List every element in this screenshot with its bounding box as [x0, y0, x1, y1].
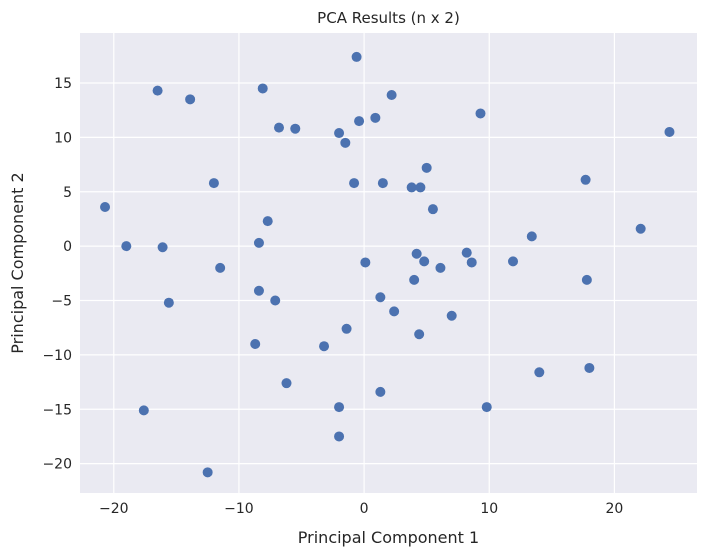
chart-title: PCA Results (n x 2)	[317, 9, 460, 27]
plot-background	[80, 33, 697, 493]
data-point	[281, 378, 292, 389]
x-tick-label: −10	[224, 501, 254, 517]
data-point	[421, 162, 432, 173]
x-tick-label: 0	[360, 501, 369, 517]
x-tick-label: 10	[480, 501, 498, 517]
data-point	[152, 85, 163, 96]
y-tick-label: 5	[63, 185, 72, 201]
data-point	[526, 231, 537, 242]
data-point	[475, 108, 486, 119]
data-point	[580, 174, 591, 185]
data-point	[273, 122, 284, 133]
data-point	[461, 247, 472, 258]
data-point	[360, 257, 371, 268]
data-point	[215, 262, 226, 273]
data-point	[138, 405, 149, 416]
data-point	[185, 94, 196, 105]
data-point	[435, 262, 446, 273]
x-tick-label: −20	[99, 501, 129, 517]
data-point	[427, 204, 438, 215]
data-point	[664, 126, 675, 137]
x-tick-label: 20	[605, 501, 623, 517]
x-tick-labels: −20 −10 0 10 20	[99, 501, 623, 517]
data-point	[340, 137, 351, 148]
data-point	[409, 274, 420, 285]
data-point	[414, 329, 425, 340]
data-point	[446, 310, 457, 321]
data-point	[250, 339, 261, 350]
data-point	[202, 467, 213, 478]
x-axis-label: Principal Component 1	[298, 528, 479, 547]
data-point	[253, 285, 264, 296]
scatter-points	[100, 51, 675, 478]
data-point	[208, 178, 219, 189]
data-point	[581, 274, 592, 285]
data-point	[370, 112, 381, 123]
data-point	[351, 51, 362, 62]
data-point	[386, 89, 397, 100]
data-point	[270, 295, 281, 306]
data-point	[406, 182, 417, 193]
data-point	[262, 216, 273, 227]
data-point	[419, 256, 430, 267]
data-point	[375, 386, 386, 397]
data-point	[584, 362, 595, 373]
data-point	[508, 256, 519, 267]
data-point	[121, 241, 132, 252]
data-point	[349, 178, 360, 189]
data-point	[411, 248, 422, 259]
data-point	[375, 292, 386, 303]
y-tick-label: 10	[54, 130, 72, 146]
y-tick-label: −10	[42, 348, 72, 364]
data-point	[319, 341, 330, 352]
data-point	[334, 431, 345, 442]
y-tick-label: 15	[54, 76, 72, 92]
data-point	[334, 402, 345, 413]
data-point	[257, 83, 268, 94]
data-point	[290, 123, 301, 134]
data-point	[415, 182, 426, 193]
data-point	[635, 223, 646, 234]
data-point	[466, 257, 477, 268]
y-tick-labels: −20 −15 −10 −5 0 5 10 15	[42, 76, 72, 473]
data-point	[253, 237, 264, 248]
y-axis-label: Principal Component 2	[8, 172, 27, 353]
data-point	[534, 367, 545, 378]
data-point	[481, 402, 492, 413]
y-tick-label: −20	[42, 457, 72, 473]
data-point	[163, 297, 174, 308]
data-point	[389, 306, 400, 317]
data-point	[354, 116, 365, 127]
y-tick-label: −15	[42, 402, 72, 418]
horizontal-gridlines	[80, 82, 697, 465]
y-tick-label: −5	[51, 294, 72, 310]
data-point	[157, 242, 168, 253]
data-point	[334, 128, 345, 139]
y-tick-label: 0	[63, 239, 72, 255]
data-point	[341, 323, 352, 334]
data-point	[377, 178, 388, 189]
data-point	[100, 201, 111, 212]
